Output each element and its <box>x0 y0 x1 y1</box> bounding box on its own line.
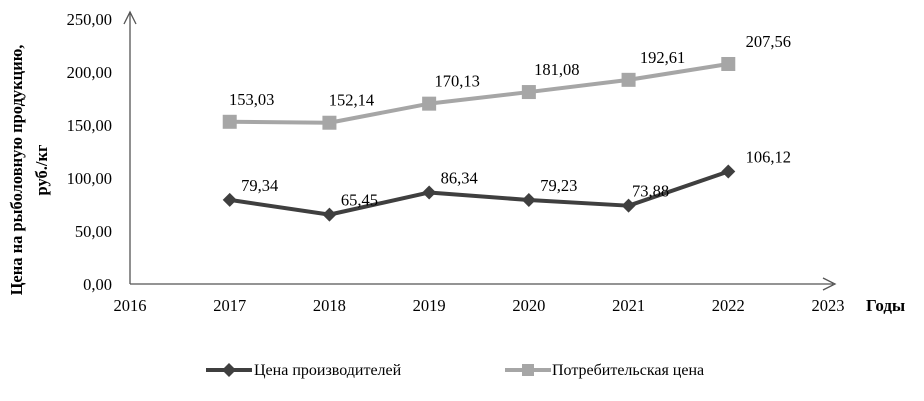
legend-diamond-marker <box>222 363 236 377</box>
x-axis-arrow <box>822 277 837 291</box>
x-tick-label: 2018 <box>313 296 346 315</box>
data-point <box>222 114 237 129</box>
series-line <box>229 169 729 217</box>
x-tick-label: 2016 <box>114 296 147 315</box>
x-tick-label: 2020 <box>512 296 545 315</box>
y-tick-label: 50,00 <box>75 222 112 241</box>
y-tick-label: 150,00 <box>67 116 112 135</box>
legend-square-marker <box>522 364 534 376</box>
axes <box>123 10 837 291</box>
y-tick-label: 250,00 <box>67 10 112 29</box>
y-tick-label: 0,00 <box>83 275 112 294</box>
data-point <box>422 185 437 200</box>
data-point <box>721 56 736 71</box>
y-axis-title-line1: Цена на рыболовную продукцию, <box>7 45 26 296</box>
data-point <box>322 207 337 222</box>
y-tick-label: 200,00 <box>67 63 112 82</box>
data-point <box>322 115 337 130</box>
x-tick-label: 2021 <box>612 296 645 315</box>
series-line <box>229 62 729 125</box>
data-label: 79,34 <box>241 176 278 195</box>
x-axis-title: Годы <box>866 296 905 315</box>
y-tick-label: 100,00 <box>67 169 112 188</box>
data-label: 192,61 <box>640 48 685 67</box>
legend-label-producer: Цена производителей <box>254 362 402 379</box>
data-label: 86,34 <box>441 168 478 187</box>
data-point <box>422 96 437 111</box>
data-label: 207,56 <box>746 32 791 51</box>
x-tick-label: 2023 <box>812 296 845 315</box>
series-1: 153,03 152,14 170,13 181,08 192,61 207,56 <box>222 32 791 130</box>
data-label: 106,12 <box>746 148 791 167</box>
data-label: 170,13 <box>434 72 479 91</box>
data-label: 65,45 <box>341 191 378 210</box>
y-axis-title-line2: руб./кг <box>32 144 51 195</box>
data-point <box>222 192 237 207</box>
x-tick-label: 2022 <box>712 296 745 315</box>
data-label: 152,14 <box>329 91 374 110</box>
legend: Цена производителей Потребительская цена <box>206 362 704 379</box>
data-point <box>521 85 536 100</box>
data-point <box>521 193 536 208</box>
data-label: 153,03 <box>229 90 274 109</box>
y-tick-labels: 0,00 50,00 100,00 150,00 200,00 250,00 <box>67 10 112 294</box>
x-tick-labels: 2016 2017 2018 2019 2020 2021 2022 2023 <box>114 296 845 315</box>
series-0: 79,34 65,45 86,34 79,23 73,88 106,12 <box>222 148 791 222</box>
data-label: 79,23 <box>540 176 577 195</box>
x-tick-label: 2017 <box>213 296 246 315</box>
data-label: 73,88 <box>632 182 669 201</box>
x-tick-label: 2019 <box>413 296 446 315</box>
data-point <box>721 164 736 179</box>
series-group: 79,34 65,45 86,34 79,23 73,88 106,12 153,03 152… <box>222 32 791 222</box>
y-axis-arrow <box>123 10 137 25</box>
data-label: 181,08 <box>534 60 579 79</box>
data-point <box>621 72 636 87</box>
data-point <box>621 198 636 213</box>
legend-label-consumer: Потребительская цена <box>552 362 704 379</box>
